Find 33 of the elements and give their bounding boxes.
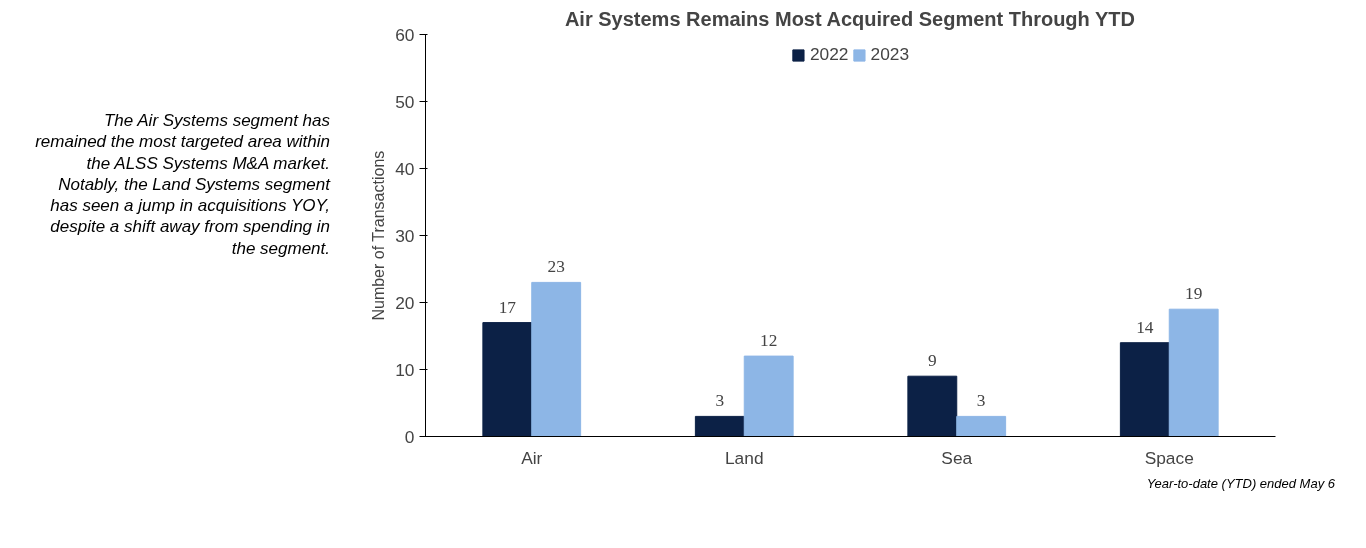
data-label: 19 (1185, 284, 1203, 304)
y-tick-label: 0 (404, 426, 415, 447)
x-tick-label: Air (521, 447, 543, 468)
legend-label: 2022 (809, 44, 849, 65)
y-tick-label: 10 (395, 359, 415, 380)
chart-title: Air Systems Remains Most Acquired Segment Through YTD (564, 7, 1135, 30)
data-label: 12 (760, 331, 778, 351)
bar (694, 415, 745, 437)
bar (531, 281, 582, 437)
x-tick-label: Space (1144, 447, 1194, 468)
y-tick-label: 60 (395, 24, 415, 45)
data-label: 17 (498, 297, 517, 317)
bar (907, 375, 958, 437)
bar (1119, 342, 1170, 437)
text: The Air Systems segment has remained the most targeted area within the ALSS Systems M&A market. Notably, the Land Systems segment has seen a jump in acquisitions YOY, despite a shift away from spending in the segment. (34, 110, 330, 259)
bar (482, 322, 533, 437)
bar (956, 415, 1007, 437)
x-tick-label: Land (724, 447, 764, 468)
data-label: 3 (976, 391, 986, 411)
y-tick-label: 40 (395, 158, 415, 179)
data-label: 3 (715, 391, 725, 411)
data-label: 9 (927, 351, 937, 371)
bar (743, 355, 794, 437)
y-tick-label: 30 (395, 225, 415, 246)
x-tick-label: Sea (941, 447, 973, 468)
data-label: 23 (547, 257, 565, 277)
y-axis-title: Number of Transactions (370, 150, 388, 321)
text: Year-to-date (YTD) ended May 6 (1146, 475, 1335, 493)
bar (1168, 308, 1219, 437)
data-label: 14 (1136, 317, 1154, 337)
y-tick-label: 50 (395, 91, 415, 112)
y-tick-label: 20 (395, 292, 415, 313)
legend-label: 2023 (870, 44, 910, 65)
